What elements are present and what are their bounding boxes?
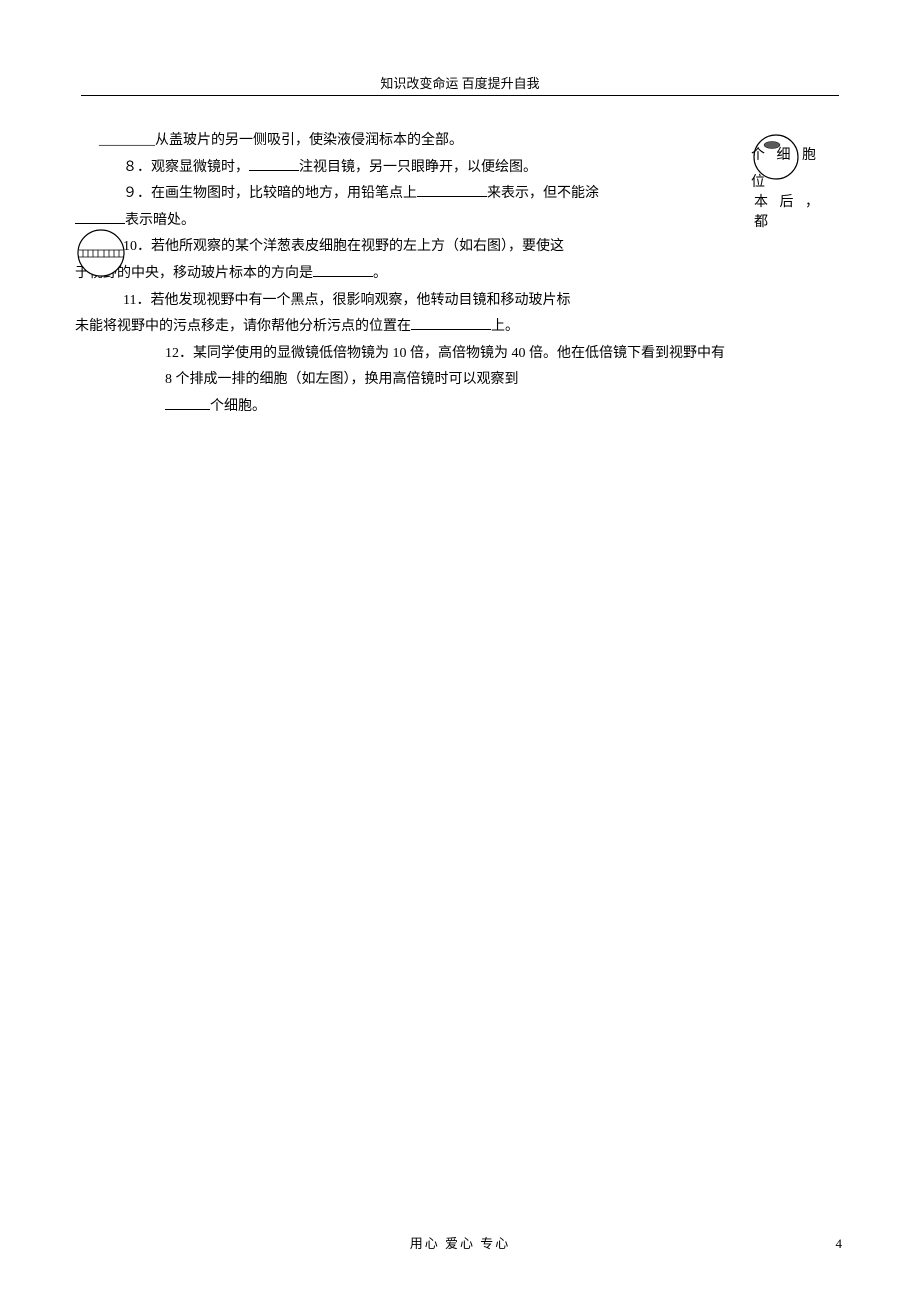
question-8: ８．观察显微镜时， 注视目镜，另一只眼睁开，以便绘图。 [75, 155, 845, 182]
q8-prefix: ８．观察显微镜时， [123, 160, 249, 175]
blank-q9b [75, 223, 125, 224]
text-l1: ________从盖玻片的另一侧吸引，使染液侵润标本的全部。 [99, 133, 463, 148]
header-text: 知识改变命运 百度提升自我 [380, 76, 539, 91]
content-area: ________从盖玻片的另一侧吸引，使染液侵润标本的全部。 ８．观察显微镜时，… [75, 128, 845, 421]
question-11-line1: 11．若他发现视野中有一个黑点，很影响观察，他转动目镜和移动玻片标 [75, 288, 660, 315]
header-rule [81, 95, 839, 96]
question-12-line1: 12．某同学使用的显微镜低倍物镜为 10 倍，高倍物镜为 40 倍。他在低倍镜下… [165, 341, 855, 368]
q12-l1: 12．某同学使用的显微镜低倍物镜为 10 倍，高倍物镜为 40 倍。他在低倍镜下… [165, 346, 725, 361]
blank-q9a [417, 196, 487, 197]
q9-prefix: ９．在画生物图时，比较暗的地方，用铅笔点上 [123, 186, 417, 201]
blank-q10 [313, 276, 373, 277]
question-11-line2: 未能将视野中的污点移走，请你帮他分析污点的位置在 上。 [75, 314, 845, 341]
q8-suffix: 注视目镜，另一只眼睁开，以便绘图。 [299, 160, 537, 175]
q10-l2-suffix: 。 [373, 266, 387, 281]
q11-prefix: 11．若他发现视野中有一个黑点，很影响观察，他转动目镜和移动玻片标 [123, 293, 570, 308]
q11-l2-prefix: 未能将视野中的污点移走，请你帮他分析污点的位置在 [75, 319, 411, 334]
question-10-line1: 10．若他所观察的某个洋葱表皮细胞在视野的左上方（如右图），要使这 [75, 234, 660, 261]
page-header: 知识改变命运 百度提升自我 [75, 73, 845, 92]
question-12-line2: 8 个排成一排的细胞（如左图），换用高倍镜时可以观察到 [165, 367, 855, 394]
question-9-line1: ９．在画生物图时，比较暗的地方，用铅笔点上 来表示，但不能涂 [75, 181, 845, 208]
blank-q12 [165, 409, 210, 410]
blank-q8 [249, 170, 299, 171]
question-12-line3: 个细胞。 [165, 394, 855, 421]
page-number: 4 [836, 1236, 843, 1252]
figure-left-circle [76, 228, 126, 283]
q11-side: 本 后 ， 都 [754, 195, 823, 230]
q12-l2: 8 个排成一排的细胞（如左图），换用高倍镜时可以观察到 [165, 372, 519, 387]
q9-suffix: 来表示，但不能涂 [487, 186, 599, 201]
q10-side-text: 个 细 胞 位 [751, 143, 845, 196]
q10-side: 个 细 胞 位 [751, 148, 820, 190]
q10-prefix: 10．若他所观察的某个洋葱表皮细胞在视野的左上方（如右图），要使这 [123, 239, 564, 254]
q12-l3-suffix: 个细胞。 [210, 399, 266, 414]
blank-q11 [411, 329, 491, 330]
footer-text: 用心 爱心 专心 [410, 1236, 511, 1251]
line-1: ________从盖玻片的另一侧吸引，使染液侵润标本的全部。 [75, 128, 845, 155]
question-9-line2: 表示暗处。 [75, 208, 845, 235]
q9b-suffix: 表示暗处。 [125, 213, 195, 228]
question-10-line2: 于视野的中央，移动玻片标本的方向是。 [75, 261, 845, 288]
page-number-text: 4 [836, 1236, 843, 1251]
q11-side-text: 本 后 ， 都 [754, 191, 848, 231]
microscope-cells-icon [76, 228, 126, 278]
q11-l2-suffix: 上。 [491, 319, 519, 334]
page-footer: 用心 爱心 专心 [0, 1233, 920, 1252]
